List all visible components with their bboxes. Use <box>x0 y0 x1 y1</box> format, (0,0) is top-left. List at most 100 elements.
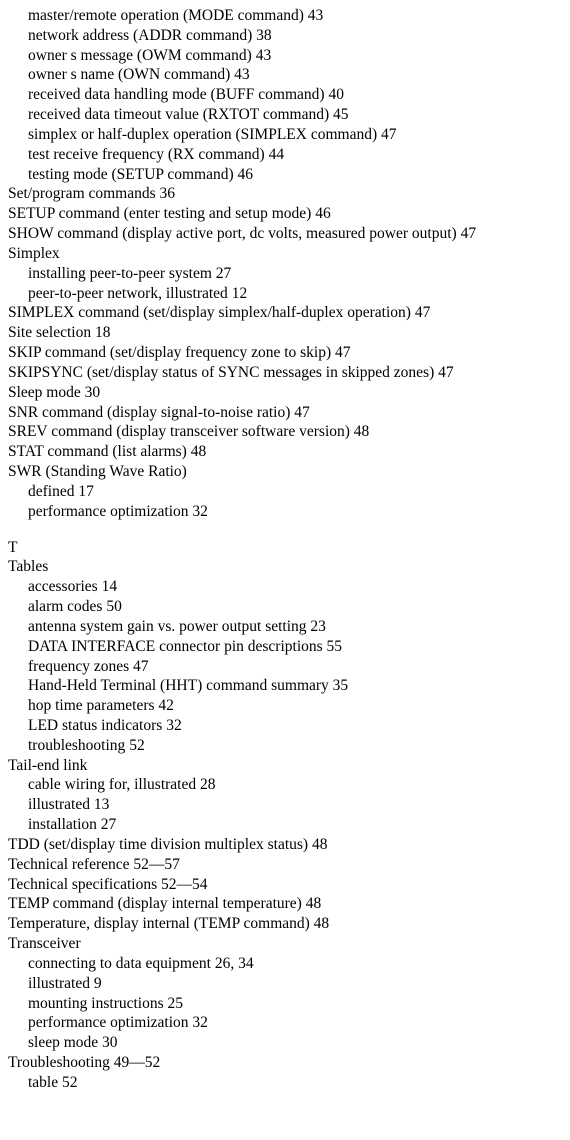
index-entry: hop time parameters 42 <box>8 696 562 716</box>
entry-text: Simplex <box>8 245 60 262</box>
entry-text: illustrated <box>28 975 90 992</box>
entry-page: 49—52 <box>110 1054 160 1071</box>
entry-text: accessories <box>28 578 98 595</box>
entry-text: Sleep mode <box>8 384 81 401</box>
entry-page: 36 <box>156 185 175 202</box>
entry-text: SETUP command (enter testing and setup m… <box>8 205 311 222</box>
entry-page: 9 <box>90 975 102 992</box>
entry-text: owner s name (OWN command) <box>28 66 230 83</box>
index-entry: Technical specifications 52—54 <box>8 875 562 895</box>
entry-text: cable wiring for, illustrated <box>28 776 196 793</box>
index-entry: Technical reference 52—57 <box>8 855 562 875</box>
entry-page: 47 <box>457 225 476 242</box>
entry-text: TEMP command (display internal temperatu… <box>8 895 302 912</box>
index-entry: test receive frequency (RX command) 44 <box>8 145 562 165</box>
entry-page: 30 <box>81 384 100 401</box>
index-entry: installation 27 <box>8 815 562 835</box>
entry-text: SNR command (display signal-to-noise rat… <box>8 404 290 421</box>
index-entry: Temperature, display internal (TEMP comm… <box>8 914 562 934</box>
entry-text: frequency zones <box>28 658 129 675</box>
entry-text: performance optimization <box>28 503 189 520</box>
index-entry: connecting to data equipment 26, 34 <box>8 954 562 974</box>
index-entry: alarm codes 50 <box>8 597 562 617</box>
entry-page: 43 <box>230 66 249 83</box>
entry-page: 45 <box>329 106 348 123</box>
index-entry: simplex or half-duplex operation (SIMPLE… <box>8 125 562 145</box>
entry-text: received data timeout value (RXTOT comma… <box>28 106 329 123</box>
index-entry: network address (ADDR command) 38 <box>8 26 562 46</box>
entry-text: master/remote operation (MODE command) <box>28 7 304 24</box>
entry-text: peer-to-peer network, illustrated <box>28 285 228 302</box>
entry-page: 12 <box>228 285 247 302</box>
index-entry: DATA INTERFACE connector pin description… <box>8 637 562 657</box>
index-entry: illustrated 9 <box>8 974 562 994</box>
index-entry: Hand-Held Terminal (HHT) command summary… <box>8 676 562 696</box>
entry-text: Technical reference <box>8 856 130 873</box>
index-entry: owner s message (OWM command) 43 <box>8 46 562 66</box>
entry-page: 32 <box>189 503 208 520</box>
entry-text: TDD (set/display time division multiplex… <box>8 836 308 853</box>
index-entry: cable wiring for, illustrated 28 <box>8 775 562 795</box>
index-entry: STAT command (list alarms) 48 <box>8 442 562 462</box>
index-entry: SETUP command (enter testing and setup m… <box>8 204 562 224</box>
entry-page: 43 <box>304 7 323 24</box>
index-entry: SREV command (display transceiver softwa… <box>8 422 562 442</box>
entry-page: 47 <box>377 126 396 143</box>
entry-text: test receive frequency (RX command) <box>28 146 265 163</box>
entry-text: SIMPLEX command (set/display simplex/hal… <box>8 304 411 321</box>
entry-text: sleep mode <box>28 1034 98 1051</box>
entry-text: alarm codes <box>28 598 102 615</box>
entry-page: 47 <box>129 658 148 675</box>
index-entry: sleep mode 30 <box>8 1033 562 1053</box>
entry-page: 43 <box>252 47 271 64</box>
entry-page: 17 <box>74 483 93 500</box>
entry-page: 52 <box>125 737 144 754</box>
entry-text: Hand-Held Terminal (HHT) command summary <box>28 677 329 694</box>
entry-page: 28 <box>196 776 215 793</box>
entry-page: 47 <box>411 304 430 321</box>
entry-text: Site selection <box>8 324 91 341</box>
entry-page: 48 <box>308 836 327 853</box>
index-entry: TDD (set/display time division multiplex… <box>8 835 562 855</box>
entry-text: SHOW command (display active port, dc vo… <box>8 225 457 242</box>
entry-page: 46 <box>234 166 253 183</box>
entry-page: 47 <box>331 344 350 361</box>
entry-page: 52—57 <box>130 856 180 873</box>
entry-text: Set/program commands <box>8 185 156 202</box>
index-entry: peer-to-peer network, illustrated 12 <box>8 284 562 304</box>
index-entry: Set/program commands 36 <box>8 184 562 204</box>
entry-text: Tables <box>8 558 48 575</box>
entry-text: hop time parameters <box>28 697 155 714</box>
index-entry: defined 17 <box>8 482 562 502</box>
index-entry: SKIP command (set/display frequency zone… <box>8 343 562 363</box>
index-entry: Site selection 18 <box>8 323 562 343</box>
entry-text: Troubleshooting <box>8 1054 110 1071</box>
entry-text: SWR (Standing Wave Ratio) <box>8 463 187 480</box>
entry-text: connecting to data equipment <box>28 955 211 972</box>
index-entry: table 52 <box>8 1073 562 1093</box>
entry-text: testing mode (SETUP command) <box>28 166 234 183</box>
entry-page: 40 <box>325 86 344 103</box>
entry-text: SREV command (display transceiver softwa… <box>8 423 350 440</box>
entry-page: 55 <box>323 638 342 655</box>
entry-page: 30 <box>98 1034 117 1051</box>
entry-page: 32 <box>189 1014 208 1031</box>
index-entry: Transceiver <box>8 934 562 954</box>
index-entry: installing peer-to-peer system 27 <box>8 264 562 284</box>
index-entry: SHOW command (display active port, dc vo… <box>8 224 562 244</box>
entry-page: 47 <box>290 404 309 421</box>
index-entry: troubleshooting 52 <box>8 736 562 756</box>
entry-page: 26, 34 <box>211 955 254 972</box>
entry-page: 50 <box>102 598 121 615</box>
index-entry: accessories 14 <box>8 577 562 597</box>
index-entry: performance optimization 32 <box>8 1013 562 1033</box>
index-entry: Sleep mode 30 <box>8 383 562 403</box>
entry-text: table <box>28 1074 58 1091</box>
entry-text: network address (ADDR command) <box>28 27 252 44</box>
entry-page: 13 <box>90 796 109 813</box>
entry-page: 48 <box>350 423 369 440</box>
entry-page: 38 <box>252 27 271 44</box>
entry-text: illustrated <box>28 796 90 813</box>
entry-text: simplex or half-duplex operation (SIMPLE… <box>28 126 377 143</box>
entry-page: 42 <box>155 697 174 714</box>
